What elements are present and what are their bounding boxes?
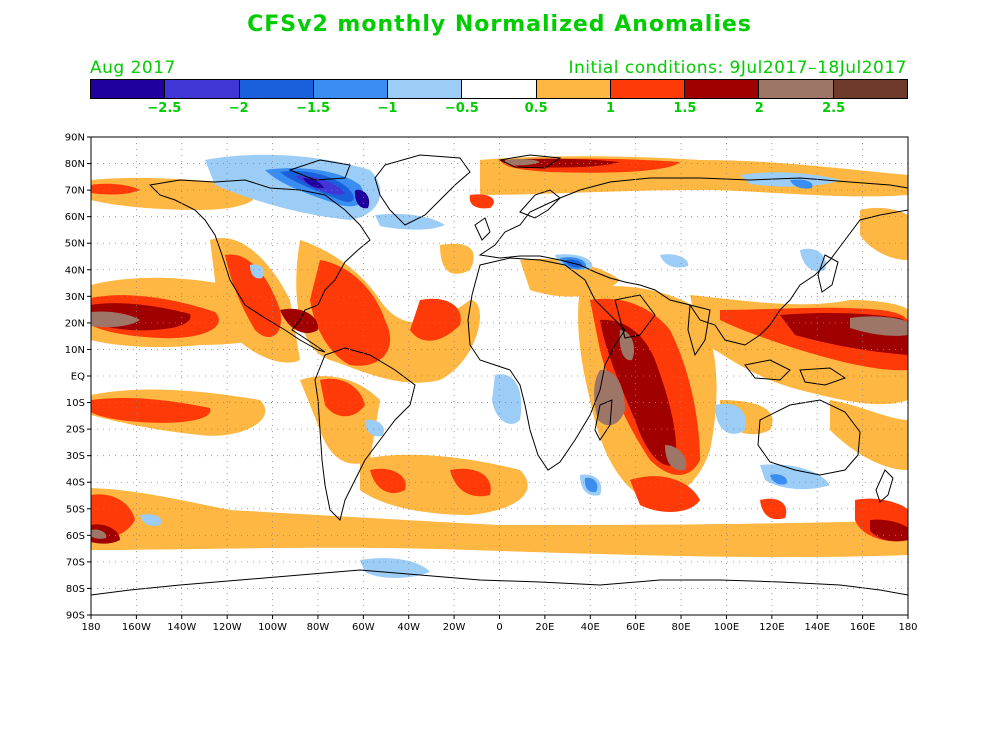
longitude-label: 140W (167, 622, 196, 633)
latitude-label: 70N (65, 186, 85, 197)
latitude-label: 90N (65, 133, 85, 144)
gridlines (91, 137, 908, 615)
valid-month-label: Aug 2017 (90, 58, 176, 78)
coastlines (91, 154, 908, 596)
latitude-label: 60N (65, 212, 85, 223)
latitude-label: 30N (65, 292, 85, 303)
latitude-label: 10N (65, 345, 85, 356)
colorbar-tick-label: −1 (377, 101, 398, 116)
colorbar-tick-label: 0.5 (524, 101, 548, 116)
latitude-axis: 90N 80N 70N 60N 50N 40N 30N 20N 10N EQ 10S 20S 30S 40… (65, 133, 91, 622)
latitude-label: 10S (66, 398, 85, 409)
longitude-label: 160E (850, 622, 875, 633)
colorbar-labels: −2.5 −2 −1.5 −1 −0.5 0.5 1 1.5 2 2.5 (90, 101, 908, 117)
colorbar-tick-label: −0.5 (444, 101, 479, 116)
longitude-label: 120W (213, 622, 242, 633)
longitude-label: 100W (258, 622, 287, 633)
latitude-label: 40S (66, 478, 85, 489)
latitude-label: 50N (65, 239, 85, 250)
longitude-label: 180 (81, 622, 100, 633)
longitude-label: 40W (397, 622, 420, 633)
colorbar-segment (91, 80, 166, 98)
colorbar-tick-label: −2 (228, 101, 249, 116)
latitude-label: 90S (66, 611, 85, 622)
colorbar-segment (833, 80, 907, 98)
colorbar-segment (239, 80, 314, 98)
colorbar (90, 79, 908, 99)
latitude-label: 20N (65, 318, 85, 329)
latitude-label: 30S (66, 451, 85, 462)
longitude-label: 160W (122, 622, 151, 633)
colorbar-tick-label: 2.5 (822, 101, 846, 116)
colorbar-segment (462, 80, 537, 98)
longitude-label: 80W (307, 622, 330, 633)
longitude-label: 100E (714, 622, 739, 633)
longitude-label: 120E (759, 622, 784, 633)
latitude-label: 70S (66, 557, 85, 568)
latitude-label: 80N (65, 159, 85, 170)
longitude-label: 180 (898, 622, 917, 633)
colorbar-tick-label: −1.5 (296, 101, 331, 116)
colorbar-tick-label: 1.5 (673, 101, 697, 116)
longitude-label: 20E (535, 622, 554, 633)
initial-conditions-label: Initial conditions: 9Jul2017–18Jul2017 (568, 58, 907, 78)
colorbar-tick-label: 1 (606, 101, 616, 116)
colorbar-segment (313, 80, 389, 98)
anomaly-level-minus-2.5 (303, 178, 370, 209)
latitude-label: EQ (71, 372, 85, 383)
latitude-label: 40N (65, 265, 85, 276)
colorbar-segment (165, 80, 240, 98)
longitude-axis: 180 160W 140W 120W 100W 80W 60W 40W 20W 0 20E 40E 60… (81, 615, 918, 633)
longitude-label: 140E (805, 622, 830, 633)
longitude-label: 60E (626, 622, 645, 633)
latitude-label: 50S (66, 504, 85, 515)
longitude-label: 0 (496, 622, 502, 633)
latitude-label: 80S (66, 584, 85, 595)
longitude-label: 60W (352, 622, 375, 633)
latitude-label: 20S (66, 425, 85, 436)
latitude-label: 60S (66, 531, 85, 542)
colorbar-tick-label: 2 (754, 101, 764, 116)
longitude-label: 20W (443, 622, 466, 633)
map-title: CFSv2 monthly Normalized Anomalies (247, 12, 752, 37)
colorbar-segment (759, 80, 834, 98)
colorbar-segment (685, 80, 760, 98)
colorbar-segment (610, 80, 686, 98)
longitude-label: 80E (672, 622, 691, 633)
colorbar-tick-label: −2.5 (147, 101, 182, 116)
colorbar-segment (536, 80, 611, 98)
longitude-label: 40E (581, 622, 600, 633)
colorbar-segment (388, 80, 463, 98)
